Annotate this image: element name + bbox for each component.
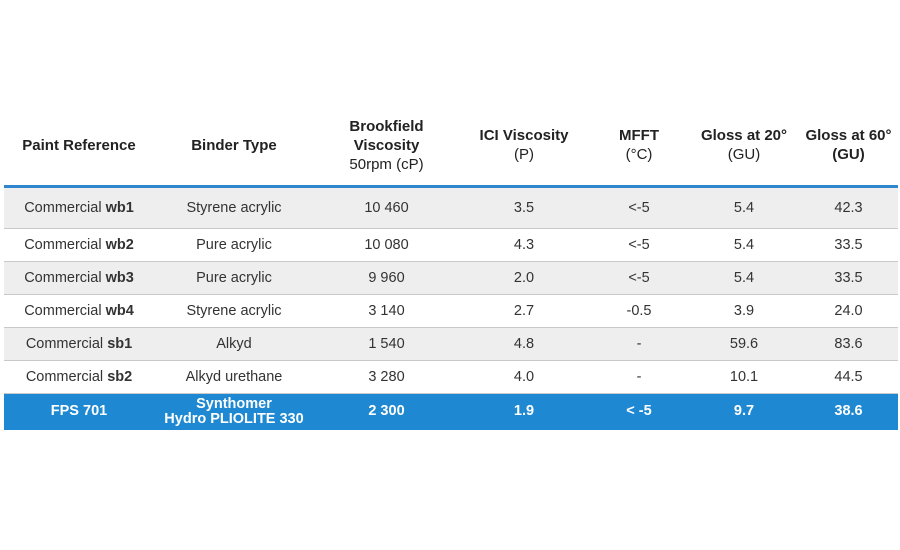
reference-code: wb2 — [105, 237, 134, 253]
gloss-60-header-unit: (GU) — [832, 146, 865, 163]
reference-code: sb2 — [107, 369, 133, 385]
table-row: Commercial wb3 Pure acrylic 9 960 2.0 <-5 5.4… — [4, 261, 898, 295]
brookfield-cell: 3 280 — [314, 360, 459, 394]
ici-cell: 2.7 — [459, 294, 589, 328]
paint-reference-cell: Commercial wb4 — [4, 294, 154, 328]
binder-cell: Synthomer Hydro PLIOLITE 330 — [154, 393, 314, 430]
binder-cell: Pure acrylic — [154, 228, 314, 262]
table-header: Paint Reference Binder Type Brookfield Vis… — [4, 105, 898, 188]
brookfield-cell: 2 300 — [314, 393, 459, 430]
binder-cell: Styrene acrylic — [154, 294, 314, 328]
gloss20-cell: 9.7 — [689, 393, 799, 430]
paint-reference-header-label: Paint Reference — [22, 136, 136, 154]
paint-reference-cell: Commercial wb2 — [4, 228, 154, 262]
gloss20-cell: 5.4 — [689, 186, 799, 229]
ici-viscosity-header-unit: (P) — [514, 146, 534, 163]
brookfield-viscosity-header: Brookfield Viscosity 50rpm (cP) — [314, 105, 459, 188]
binder-cell: Pure acrylic — [154, 261, 314, 295]
mfft-cell: <-5 — [589, 186, 689, 229]
mfft-cell: -0.5 — [589, 294, 689, 328]
reference-prefix: Commercial — [25, 336, 104, 352]
ici-cell: 4.8 — [459, 327, 589, 361]
reference-code: wb1 — [105, 200, 134, 216]
gloss-60-header-label: Gloss at 60° — [805, 127, 892, 144]
gloss20-cell: 59.6 — [689, 327, 799, 361]
table-row: Commercial wb4 Styrene acrylic 3 140 2.7 -0.… — [4, 294, 898, 328]
reference-prefix: Commercial — [24, 200, 102, 216]
mfft-header: MFFT (°C) — [589, 105, 689, 188]
ici-cell: 4.3 — [459, 228, 589, 262]
ici-cell: 4.0 — [459, 360, 589, 394]
gloss-20-header-label: Gloss at 20° — [700, 127, 788, 144]
mfft-cell: < -5 — [589, 393, 689, 430]
mfft-header-unit: (°C) — [625, 146, 653, 163]
paint-reference-header: Paint Reference — [4, 105, 154, 188]
mfft-cell: <-5 — [589, 261, 689, 295]
table-row: Commercial wb1 Styrene acrylic 10 460 3.5 <-… — [4, 186, 898, 229]
binder-cell: Styrene acrylic — [154, 186, 314, 229]
gloss60-cell: 33.5 — [799, 228, 898, 262]
binder-cell: Alkyd urethane — [154, 360, 314, 394]
paint-reference-cell: Commercial sb1 — [4, 327, 154, 361]
header-row: Paint Reference Binder Type Brookfield Vis… — [4, 105, 898, 188]
ici-viscosity-header-label: ICI Viscosity — [479, 127, 569, 144]
paint-reference-cell: Commercial wb3 — [4, 261, 154, 295]
gloss60-cell: 44.5 — [799, 360, 898, 394]
gloss60-cell: 24.0 — [799, 294, 898, 328]
highlight-row: FPS 701 Synthomer Hydro PLIOLITE 330 2 300 1… — [4, 393, 898, 430]
binder-cell: Alkyd — [154, 327, 314, 361]
ici-cell: 2.0 — [459, 261, 589, 295]
gloss20-cell: 5.4 — [689, 261, 799, 295]
mfft-header-label: MFFT — [619, 127, 659, 144]
mfft-cell: <-5 — [589, 228, 689, 262]
gloss60-cell: 38.6 — [799, 393, 898, 430]
gloss20-cell: 5.4 — [689, 228, 799, 262]
brookfield-cell: 10 460 — [314, 186, 459, 229]
binder-type-header: Binder Type — [154, 105, 314, 188]
brookfield-viscosity-header-unit: 50rpm (cP) — [349, 155, 424, 173]
ici-cell: 1.9 — [459, 393, 589, 430]
table-row: Commercial wb2 Pure acrylic 10 080 4.3 <-5 5.… — [4, 228, 898, 262]
reference-code: wb3 — [105, 270, 134, 286]
brookfield-cell: 1 540 — [314, 327, 459, 361]
gloss-20-header-unit: (GU) — [727, 146, 761, 163]
ici-viscosity-header: ICI Viscosity (P) — [459, 105, 589, 188]
reference-prefix: Commercial — [24, 303, 102, 319]
table-row: Commercial sb1 Alkyd 1 540 4.8-59.6 83.6 — [4, 327, 898, 361]
paint-reference-cell: FPS 701 — [4, 393, 154, 430]
ici-cell: 3.5 — [459, 186, 589, 229]
binder-line2: Hydro PLIOLITE 330 — [164, 410, 304, 427]
reference-prefix: Commercial — [24, 237, 102, 253]
gloss60-cell: 83.6 — [799, 327, 898, 361]
binder-line1: Synthomer — [196, 395, 272, 412]
reference-prefix: Commercial — [24, 270, 102, 286]
gloss20-cell: 3.9 — [689, 294, 799, 328]
brookfield-cell: 9 960 — [314, 261, 459, 295]
reference-code: sb1 — [107, 336, 133, 352]
table-row: Commercial sb2 Alkyd urethane 3 280 4.0-10.… — [4, 360, 898, 394]
gloss-20-header: Gloss at 20° (GU) — [689, 105, 799, 188]
gloss60-cell: 42.3 — [799, 186, 898, 229]
paint-comparison-table: Paint Reference Binder Type Brookfield Vis… — [4, 105, 898, 430]
paint-reference-cell: Commercial sb2 — [4, 360, 154, 394]
brookfield-viscosity-header-label: Brookfield Viscosity — [349, 117, 424, 154]
brookfield-cell: 3 140 — [314, 294, 459, 328]
reference-code: wb4 — [105, 303, 134, 319]
table-body: Commercial wb1 Styrene acrylic 10 460 3.5 <-… — [4, 186, 898, 430]
reference-prefix: Commercial — [25, 369, 104, 385]
mfft-cell: - — [589, 360, 689, 394]
gloss-60-header: Gloss at 60° (GU) — [799, 105, 898, 188]
mfft-cell: - — [589, 327, 689, 361]
gloss60-cell: 33.5 — [799, 261, 898, 295]
binder-type-header-label: Binder Type — [191, 136, 277, 154]
paint-reference-cell: Commercial wb1 — [4, 186, 154, 229]
brookfield-cell: 10 080 — [314, 228, 459, 262]
gloss20-cell: 10.1 — [689, 360, 799, 394]
